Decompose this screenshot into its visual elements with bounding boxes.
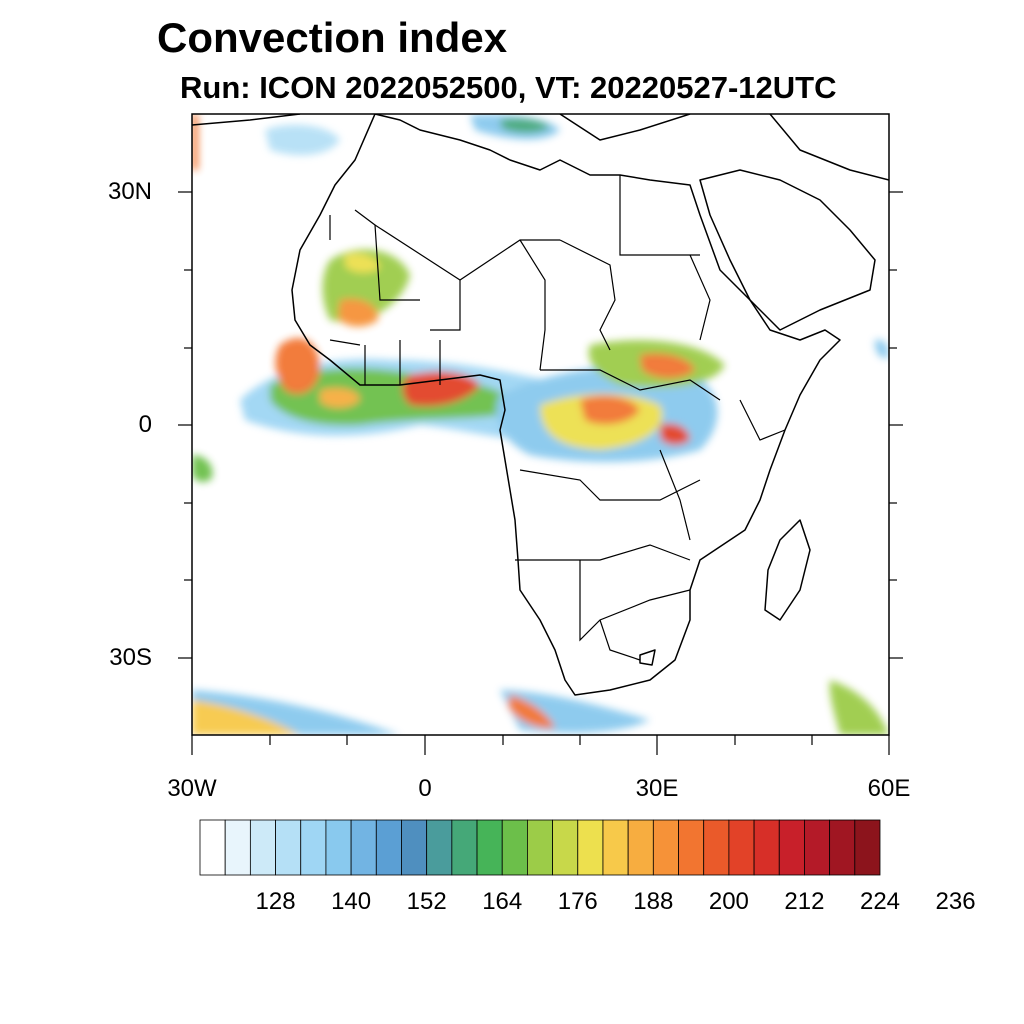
colorbar-swatch (652, 819, 679, 876)
country-borders (329, 175, 786, 661)
x-ticks (191, 735, 890, 755)
lat-label-30s: 30S (109, 644, 152, 671)
colorbar-swatch (375, 819, 402, 876)
colorbar-tick-label: 224 (859, 888, 901, 915)
colorbar (199, 819, 881, 876)
colorbar-tick-label: 176 (557, 888, 598, 915)
colorbar-swatch (275, 819, 302, 876)
colorbar-swatch (300, 819, 327, 876)
colorbar-swatch (199, 819, 226, 876)
colorbar-swatch (426, 819, 453, 876)
y-ticks (178, 191, 903, 659)
colorbar-swatch (577, 819, 604, 876)
colorbar-swatch (804, 819, 831, 876)
colorbar-swatch (552, 819, 579, 876)
lon-label-30w: 30W (167, 775, 217, 802)
colorbar-tick-label: 140 (331, 888, 372, 915)
colorbar-swatch (451, 819, 478, 876)
colorbar-swatch (728, 819, 755, 876)
colorbar-swatch (501, 819, 528, 876)
lat-label-0: 0 (138, 411, 152, 438)
colorbar-swatch (527, 819, 553, 876)
colorbar-swatch (401, 819, 428, 876)
colorbar-tick-label: 212 (784, 888, 825, 915)
convection-field (192, 114, 889, 735)
colorbar-swatch (249, 819, 276, 876)
colorbar-swatch (627, 819, 654, 876)
colorbar-swatch (224, 819, 251, 876)
map-title: Convection index (157, 14, 508, 61)
colorbar-swatch (476, 819, 503, 876)
colorbar-swatch (703, 819, 730, 876)
colorbar-swatch (778, 819, 805, 876)
colorbar-swatch (753, 819, 780, 876)
colorbar-swatch (829, 819, 856, 876)
colorbar-tick-label: 236 (935, 888, 976, 915)
colorbar-swatch (602, 819, 629, 876)
colorbar-swatch (325, 819, 352, 876)
colorbar-tick-label: 128 (255, 888, 296, 915)
colorbar-tick-label: 188 (633, 888, 674, 915)
lon-label-60e: 60E (867, 775, 911, 802)
lon-label-0: 0 (418, 775, 432, 802)
lon-label-30e: 30E (635, 775, 679, 802)
colorbar-tick-label: 164 (482, 888, 523, 915)
lat-label-30n: 30N (107, 178, 152, 205)
colorbar-tick-label: 152 (406, 888, 447, 915)
colorbar-tick-label: 200 (708, 888, 749, 915)
colorbar-swatch (350, 819, 377, 876)
colorbar-swatch (678, 819, 705, 876)
map-subtitle: Run: ICON 2022052500, VT: 20220527-12UTC (180, 70, 837, 105)
colorbar-swatch (854, 819, 881, 876)
